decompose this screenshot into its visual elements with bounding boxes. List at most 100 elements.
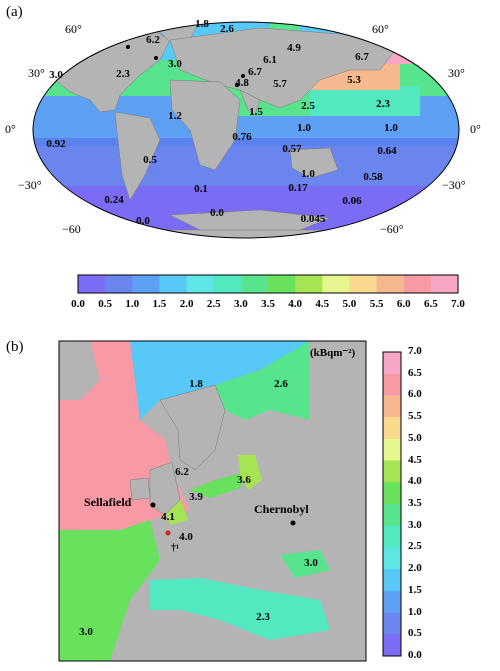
sea-3.6: [238, 455, 262, 490]
value-label: 0.0: [136, 215, 150, 227]
colorbar-v-segment: [383, 612, 401, 635]
lat-right-60: 60°: [372, 22, 389, 36]
colorbar-v-segment: [383, 525, 401, 548]
colorbar-h-tick: 7.0: [451, 298, 465, 310]
colorbar-h-segment: [322, 275, 350, 293]
colorbar-v-segment: [383, 352, 401, 375]
marker-chernobyl: [241, 74, 245, 78]
colorbar-h-segment: [349, 275, 378, 293]
value-label: 3.0: [168, 58, 182, 70]
value-label: 0.92: [46, 138, 66, 150]
colorbar-v-segment: [383, 547, 401, 570]
colorbar-h-segment: [159, 275, 188, 293]
lat-left-m60: −60: [62, 222, 81, 236]
colorbar-horizontal: [77, 274, 459, 294]
colorbar-h-tick: 0.5: [98, 298, 113, 310]
value-label: 0.64: [377, 145, 397, 157]
colorbar-h-tick: 2.0: [179, 298, 194, 310]
value-label: 1.8: [189, 378, 203, 390]
value-label: 2.6: [274, 378, 288, 390]
colorbar-h-tick: 0.0: [71, 298, 85, 310]
colorbar-h-tick: 1.0: [125, 298, 140, 310]
zone-south-mid: [33, 146, 459, 186]
value-label: 6.2: [146, 34, 160, 46]
value-label: 0.17: [288, 182, 308, 194]
colorbar-h-segment: [240, 275, 269, 293]
sea-3.0-black: [280, 550, 330, 578]
colorbar-v-tick: 4.0: [408, 475, 422, 488]
lat-right-m60: −60°: [380, 222, 404, 236]
colorbar-h-tick: 5.5: [369, 298, 384, 310]
value-label: 5.3: [347, 74, 361, 86]
colorbar-h-tick: 1.5: [152, 298, 167, 310]
value-label: 2.5: [301, 100, 315, 112]
colorbar-v-segment: [383, 482, 401, 505]
colorbar-h-segment: [430, 275, 459, 293]
sellafield-marker: [150, 502, 156, 508]
marker-point: [154, 56, 158, 60]
marker-sellafield: [126, 45, 130, 49]
europe-frame: [58, 340, 367, 662]
value-label: 0.045: [300, 213, 326, 225]
colorbar-h-tick: 3.0: [233, 298, 248, 310]
colorbar-v-border: [382, 351, 402, 657]
value-label: 4.0: [179, 531, 193, 543]
europe-map: [59, 341, 366, 661]
colorbar-v-segment: [383, 373, 401, 396]
colorbar-h-tick: 4.0: [288, 298, 303, 310]
colorbar-v-segment: [383, 590, 401, 614]
colorbar-v-segment: [383, 634, 401, 657]
value-label: 6.1: [263, 54, 277, 66]
value-label: 4.9: [287, 42, 301, 54]
colorbar-h-segment: [213, 275, 242, 293]
sea-2.3: [150, 578, 330, 640]
britain: [149, 461, 181, 516]
colorbar-v-tick: 2.0: [408, 562, 422, 575]
colorbar-v-tick: 6.0: [408, 388, 422, 401]
chernobyl-label: Chernobyl: [254, 502, 309, 516]
lat-right-0: 0°: [470, 122, 481, 136]
value-label: 0.1: [194, 183, 208, 195]
colorbar-h-border: [77, 274, 459, 294]
colorbar-v-segment: [383, 395, 401, 418]
colorbar-v-tick: 7.0: [408, 345, 422, 357]
colorbar-v-tick: 1.5: [408, 583, 422, 596]
colorbar-h-tick: 6.0: [396, 298, 411, 310]
colorbar-v-tick: 5.0: [408, 431, 422, 444]
value-label: 0.24: [104, 194, 124, 206]
value-label: 0.58: [363, 171, 383, 183]
lat-left-0: 0°: [5, 122, 16, 136]
value-label: 3.0: [49, 69, 63, 81]
value-label: 1.2: [168, 110, 182, 122]
scandinavia: [159, 384, 226, 471]
colorbar-v-segment: [383, 438, 401, 462]
colorbar-vertical: [382, 351, 402, 657]
colorbar-v-tick: 0.0: [408, 649, 422, 661]
colorbar-v-segment: [383, 569, 401, 592]
colorbar-v-tick: 3.0: [408, 518, 422, 531]
panel-a-label: (a): [6, 4, 23, 20]
colorbar-h-segment: [186, 275, 215, 293]
la-hague-marker: [165, 530, 171, 536]
panel-b-label: (b): [6, 339, 24, 355]
colorbar-v-tick: 2.5: [408, 540, 422, 553]
sea-3.0-atl: [59, 520, 160, 661]
value-label: 0.57: [282, 143, 302, 155]
colorbar-h-tick: 5.0: [342, 298, 357, 310]
value-label: 2.3: [256, 611, 270, 623]
colorbar-h-tick: 3.5: [261, 298, 275, 310]
colorbar-h-segment: [78, 275, 106, 293]
value-label: 1.0: [384, 122, 398, 134]
colorbar-v-tick: 5.5: [408, 410, 422, 423]
value-label: 5.7: [273, 78, 287, 90]
value-label: 3.6: [237, 474, 251, 486]
value-label: 1.0: [297, 122, 311, 134]
colorbar-v-segment: [383, 460, 401, 483]
value-label: 0.0: [210, 207, 224, 219]
value-label: 3.0: [304, 557, 318, 569]
value-label: 6.7: [355, 51, 369, 63]
sea-1.8: [130, 341, 310, 420]
ireland: [129, 477, 151, 501]
colorbar-v-tick: 1.0: [408, 605, 422, 618]
